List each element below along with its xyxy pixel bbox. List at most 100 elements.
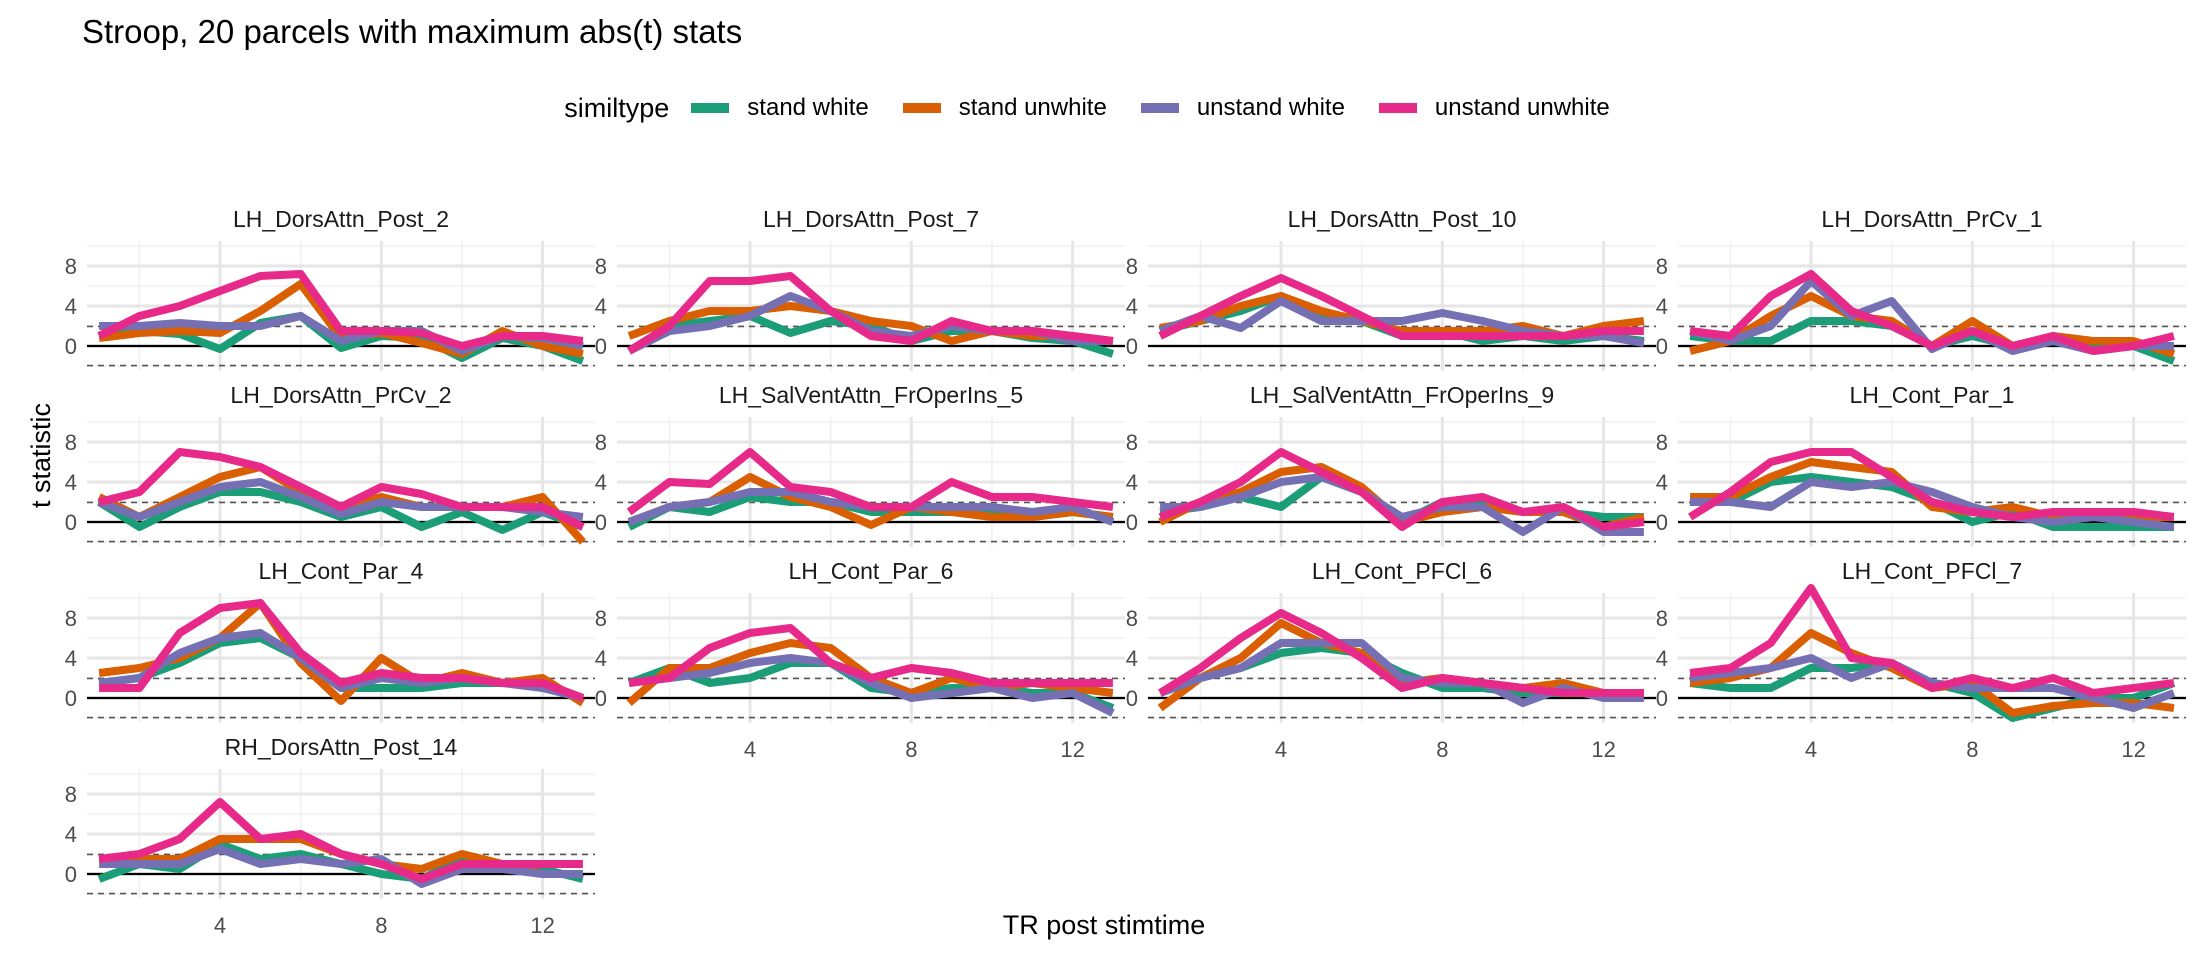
y-tick-label: 4: [1656, 294, 1668, 319]
y-tick-label: 8: [1656, 606, 1668, 631]
y-tick-label: 8: [65, 254, 77, 279]
x-tick-label: 8: [905, 737, 917, 762]
y-tick-label: 0: [1656, 510, 1668, 535]
legend-swatch-unstand-white: [1140, 103, 1179, 113]
series-line-unstand-white: [1158, 639, 1644, 707]
panel-lh-dorsattn-post-7: LH_DorsAttn_Post_7 0 4 8: [595, 206, 1125, 371]
series-line-unstand-unwhite: [1158, 448, 1645, 531]
panel-lh-cont-par-6: LH_Cont_Par_6 0 4 8 4 8 12: [595, 558, 1125, 762]
panel-title: LH_Cont_Par_1: [1850, 382, 2015, 408]
panel-title: LH_DorsAttn_PrCv_2: [230, 382, 451, 408]
y-tick-label: 0: [1656, 334, 1668, 359]
series-line-unstand-white: [99, 845, 583, 888]
panel-lh-salventattn-froperins-5: LH_SalVentAttn_FrOperIns_5 0 4 8: [595, 382, 1125, 547]
y-tick-label: 0: [595, 510, 607, 535]
y-tick-label: 0: [595, 334, 607, 359]
series-line-unstand-unwhite: [626, 448, 1114, 516]
legend-label: unstand unwhite: [1434, 94, 1610, 121]
y-tick-label: 4: [595, 294, 607, 319]
legend-item-unstand-unwhite: unstand unwhite: [1378, 94, 1610, 122]
series-line-unstand-unwhite: [1687, 448, 2175, 521]
panel-title: LH_DorsAttn_PrCv_1: [1821, 206, 2042, 232]
series-line-unstand-unwhite: [98, 798, 583, 883]
x-axis-label: TR post stimtime: [1002, 910, 1206, 940]
y-tick-label: 8: [1126, 606, 1138, 631]
series-line-stand-unwhite: [627, 302, 1114, 345]
x-tick-label: 8: [375, 913, 387, 938]
series-line-unstand-white: [628, 654, 1115, 717]
y-tick-label: 8: [1656, 254, 1668, 279]
panel-title: LH_DorsAttn_Post_10: [1288, 206, 1517, 232]
legend: similtype stand white stand unwhite unst…: [0, 88, 2208, 128]
legend-item-stand-unwhite: stand unwhite: [902, 94, 1107, 122]
panel-title: LH_Cont_Par_6: [789, 558, 954, 584]
y-tick-label: 4: [65, 822, 77, 847]
x-tick-label: 12: [2121, 737, 2145, 762]
y-tick-label: 0: [1126, 686, 1138, 711]
legend-label: unstand white: [1196, 94, 1345, 121]
y-tick-label: 0: [1656, 686, 1668, 711]
legend-label: stand white: [747, 94, 869, 121]
chart-title: Stroop, 20 parcels with maximum abs(t) s…: [82, 13, 743, 50]
y-tick-label: 0: [65, 510, 77, 535]
series-line-stand-unwhite: [1157, 619, 1644, 712]
panel-lh-dorsattn-post-2: LH_DorsAttn_Post_2 0 4 8: [65, 206, 595, 371]
y-tick-label: 8: [595, 430, 607, 455]
panel-title: LH_DorsAttn_Post_2: [233, 206, 449, 232]
legend-title: similtype: [564, 92, 670, 123]
y-tick-label: 4: [1126, 470, 1138, 495]
y-axis-label: t statistic: [26, 402, 56, 508]
series-line-unstand-unwhite: [1157, 609, 1644, 697]
series-line-unstand-unwhite: [98, 448, 585, 531]
legend-swatch-stand-white: [691, 103, 730, 113]
y-tick-label: 8: [1126, 254, 1138, 279]
panel-title: LH_Cont_PFCl_7: [1842, 558, 2022, 584]
series-line-unstand-unwhite: [99, 599, 585, 702]
legend-item-stand-white: stand white: [691, 94, 869, 122]
y-tick-label: 4: [595, 470, 607, 495]
panel-lh-dorsattn-prcv-1: LH_DorsAttn_PrCv_1 0 4 8: [1656, 206, 2186, 371]
series-line-unstand-unwhite: [1158, 274, 1644, 340]
x-tick-label: 4: [214, 913, 226, 938]
y-tick-label: 0: [1126, 334, 1138, 359]
x-tick-label: 12: [1591, 737, 1615, 762]
panel-lh-cont-par-4: LH_Cont_Par_4 0 4 8: [65, 558, 595, 723]
x-tick-label: 4: [744, 737, 756, 762]
y-tick-label: 8: [595, 606, 607, 631]
series-line-stand-white: [627, 659, 1115, 712]
y-tick-label: 0: [65, 862, 77, 887]
panel-title: LH_Cont_PFCl_6: [1312, 558, 1492, 584]
panel-lh-salventattn-froperins-9: LH_SalVentAttn_FrOperIns_9 0 4 8: [1126, 382, 1656, 547]
panel-rh-dorsattn-post-14: RH_DorsAttn_Post_14 0 4 8 4 8 12: [65, 734, 595, 938]
y-tick-label: 4: [65, 470, 77, 495]
legend-swatch-stand-unwhite: [902, 103, 941, 113]
series-line-unstand-white: [1690, 478, 2175, 531]
panel-lh-cont-pfcl-7: LH_Cont_PFCl_7 0 4 8 4 8 12: [1656, 558, 2186, 762]
panel-title: LH_SalVentAttn_FrOperIns_5: [719, 382, 1023, 408]
x-tick-label: 12: [530, 913, 554, 938]
y-tick-label: 4: [65, 646, 77, 671]
panel-title: LH_DorsAttn_Post_7: [763, 206, 979, 232]
x-tick-label: 8: [1436, 737, 1448, 762]
y-tick-label: 8: [1656, 430, 1668, 455]
y-tick-label: 8: [65, 782, 77, 807]
series-line-unstand-unwhite: [97, 270, 584, 350]
y-tick-label: 0: [65, 334, 77, 359]
legend-swatch-unstand-unwhite: [1378, 103, 1417, 113]
panel-title: LH_Cont_Par_4: [259, 558, 424, 584]
y-tick-label: 4: [1126, 646, 1138, 671]
y-tick-label: 8: [65, 606, 77, 631]
y-tick-label: 0: [1126, 510, 1138, 535]
series-line-unstand-white: [1689, 654, 2176, 712]
panel-lh-cont-pfcl-6: LH_Cont_PFCl_6 0 4 8 4 8 12: [1126, 558, 1656, 762]
x-tick-label: 4: [1275, 737, 1287, 762]
y-tick-label: 4: [1656, 646, 1668, 671]
x-tick-label: 4: [1805, 737, 1817, 762]
series-line-unstand-unwhite: [1689, 584, 2175, 697]
y-tick-label: 8: [65, 430, 77, 455]
series-line-unstand-unwhite: [626, 272, 1114, 355]
x-tick-label: 8: [1966, 737, 1978, 762]
legend-label: stand unwhite: [958, 94, 1107, 121]
series-line-unstand-unwhite: [1689, 270, 2175, 355]
